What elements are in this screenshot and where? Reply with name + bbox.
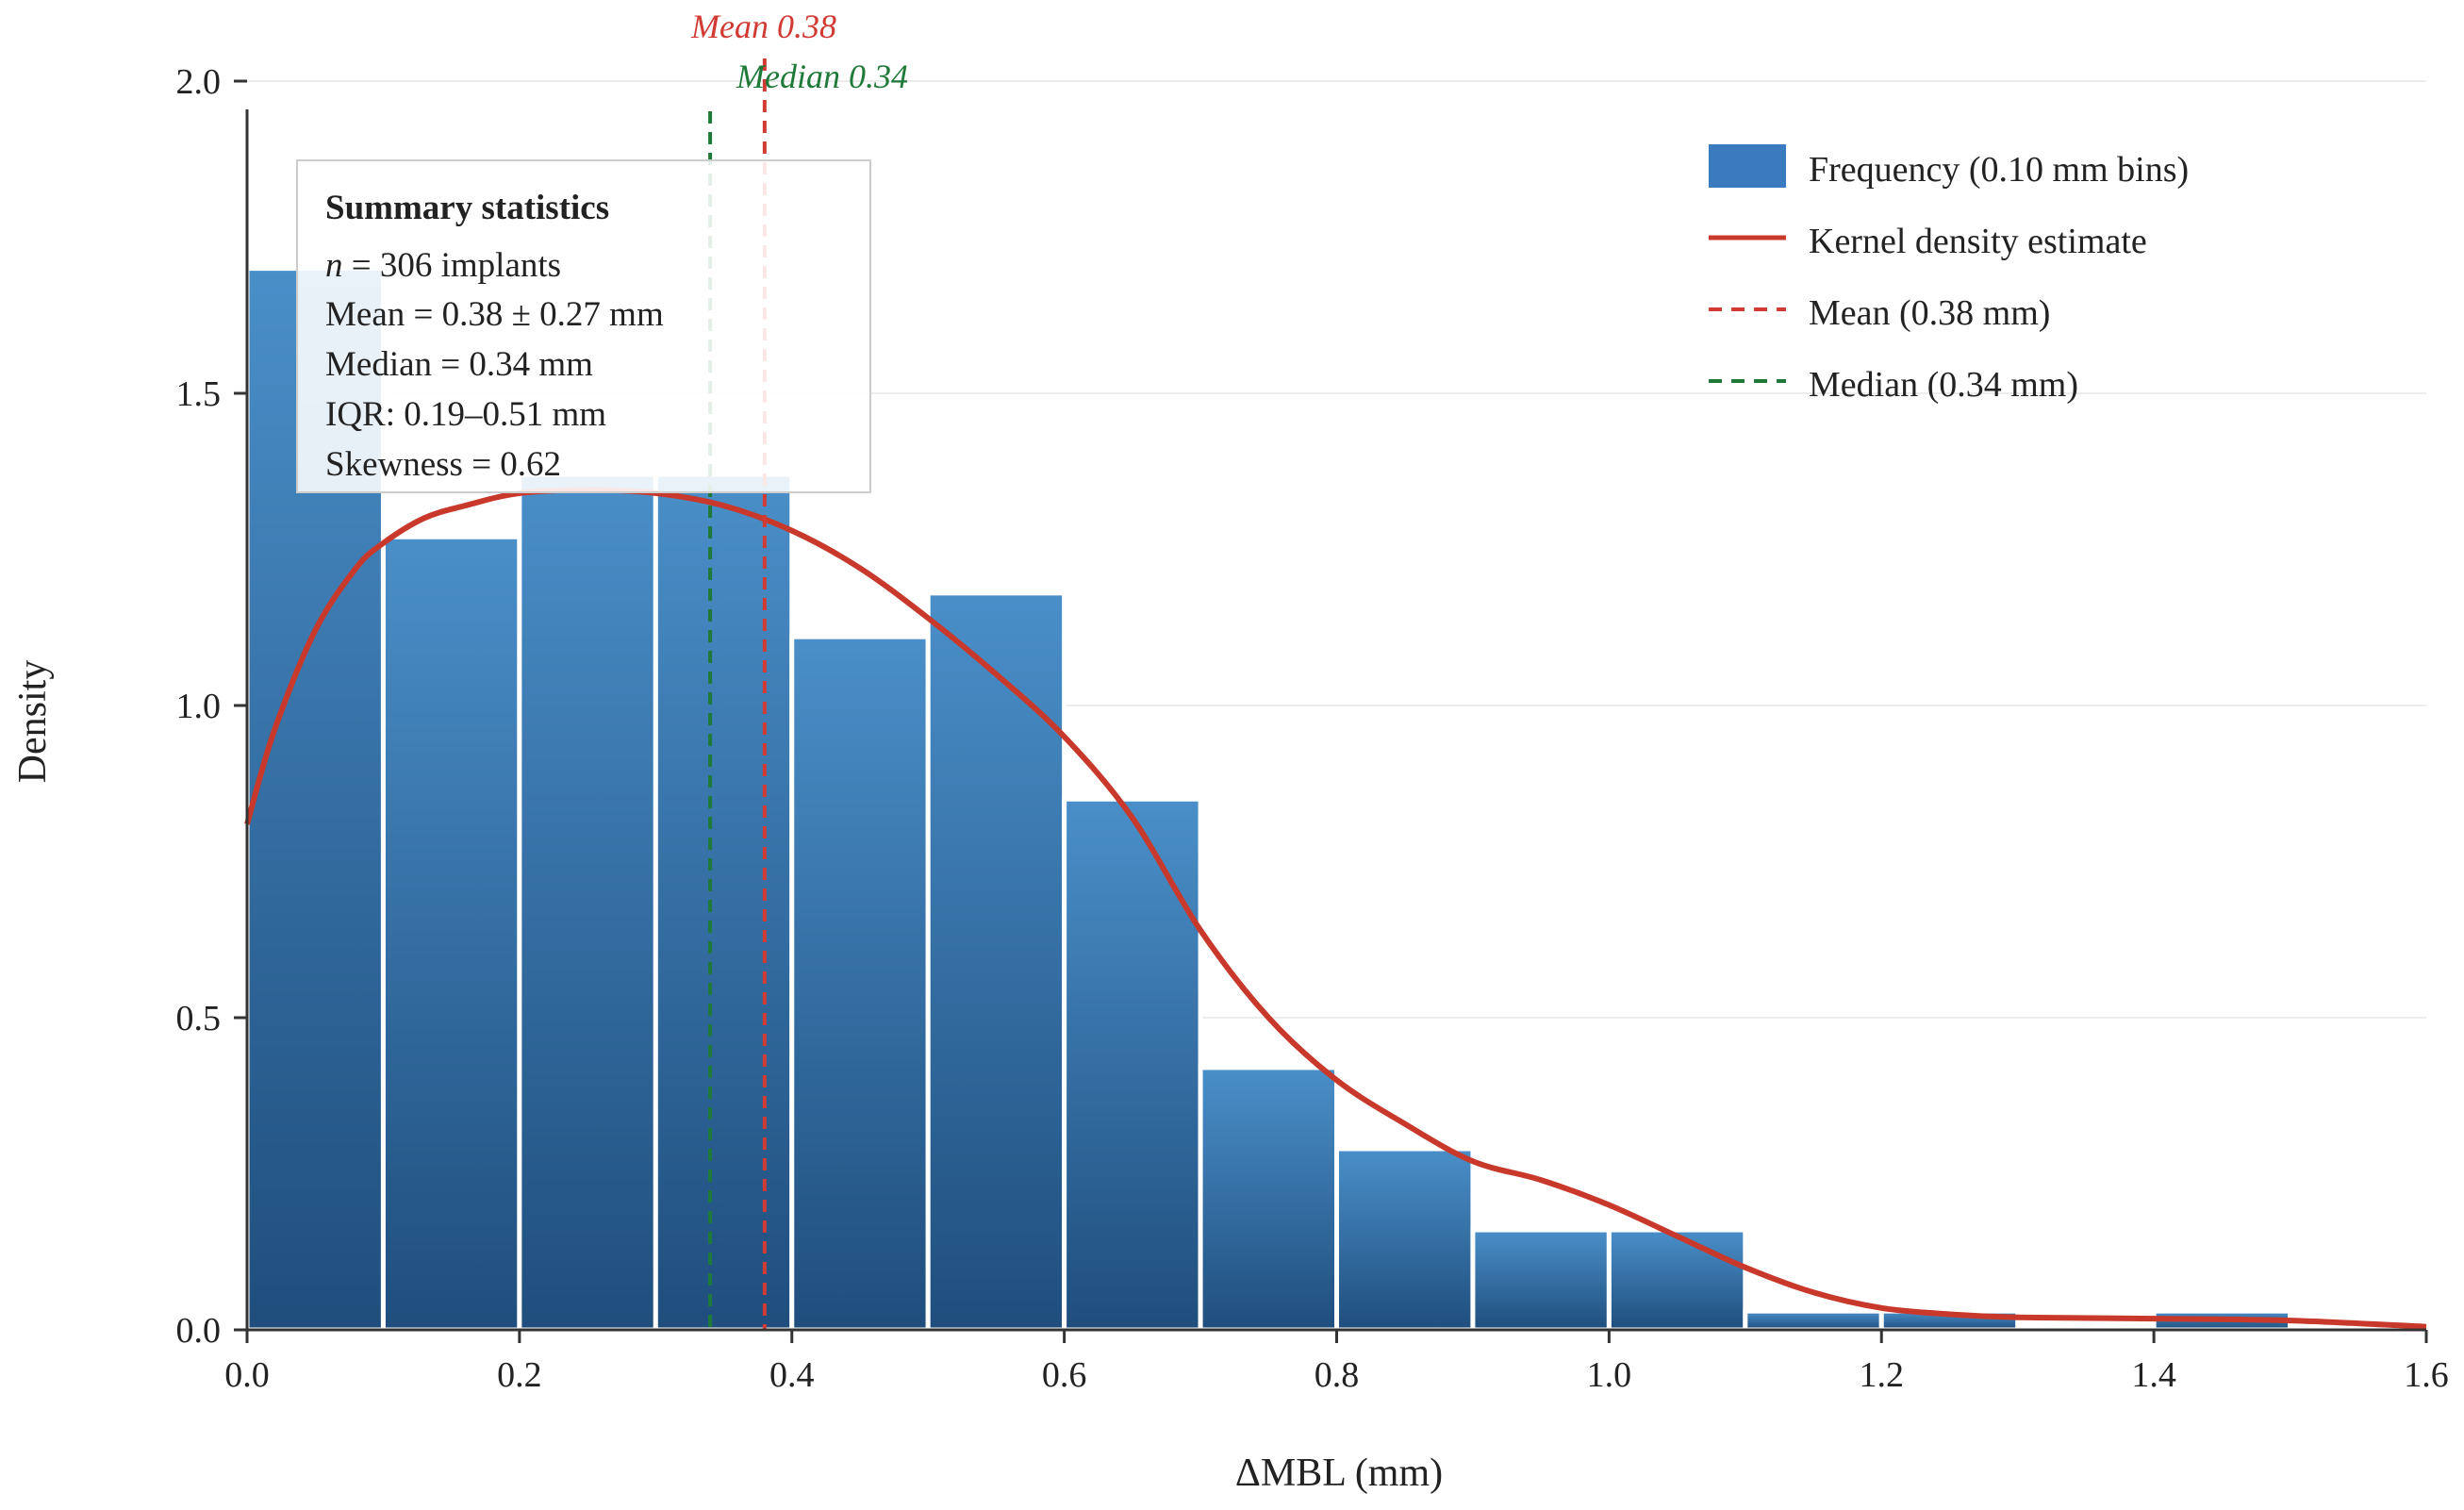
mean-annotation: Mean 0.38 xyxy=(690,8,836,45)
histogram-bar-6 xyxy=(1062,796,1203,1333)
legend: Frequency (0.10 mm bins) Kernel density … xyxy=(1709,144,2189,405)
histogram-bar-4 xyxy=(789,634,931,1333)
x-tick-label-1: 0.2 xyxy=(497,1355,542,1395)
histogram-bar-10 xyxy=(1606,1227,1748,1333)
kde-curve-layer xyxy=(244,487,2427,1330)
histogram-bar-7 xyxy=(1198,1065,1339,1333)
tick-labels: 0.0 0.5 1.0 1.5 2.0 0.0 0.2 0.4 0.6 0.8 1.0 1.2 1.4 1… xyxy=(176,62,2449,1395)
legend-label-frequency: Frequency (0.10 mm bins) xyxy=(1809,150,2189,190)
histogram-bar-2 xyxy=(517,472,658,1333)
histogram-bar-11 xyxy=(1743,1308,1884,1333)
summary-median: Median = 0.34 mm xyxy=(325,345,593,384)
histogram-bar-9 xyxy=(1470,1227,1612,1333)
histogram-bar-5 xyxy=(925,590,1067,1333)
y-tick-label-1: 0.5 xyxy=(176,999,222,1038)
y-tick-label-0: 0.0 xyxy=(176,1311,222,1351)
kde-curve xyxy=(244,487,2427,1330)
summary-mean: Mean = 0.38 ± 0.27 mm xyxy=(325,295,664,334)
summary-statistics-box: Summary statistics n = 306 implants Mean… xyxy=(296,159,871,493)
x-tick-label-7: 1.4 xyxy=(2131,1355,2176,1395)
summary-iqr: IQR: 0.19–0.51 mm xyxy=(325,395,606,434)
y-axis-title: Density xyxy=(11,660,55,784)
x-tick-label-4: 0.8 xyxy=(1315,1355,1360,1395)
legend-label-median: Median (0.34 mm) xyxy=(1809,365,2078,405)
legend-swatch-frequency xyxy=(1709,144,1786,188)
histogram-bar-8 xyxy=(1334,1146,1476,1333)
x-tick-label-3: 0.6 xyxy=(1042,1355,1087,1395)
y-tick-label-2: 1.0 xyxy=(176,687,222,726)
legend-label-kde: Kernel density estimate xyxy=(1809,222,2147,261)
histogram-bar-1 xyxy=(380,534,522,1333)
summary-skewness: Skewness = 0.62 xyxy=(325,445,561,484)
legend-label-mean: Mean (0.38 mm) xyxy=(1809,293,2050,333)
summary-box-background xyxy=(296,159,871,493)
x-tick-label-6: 1.2 xyxy=(1860,1355,1905,1395)
x-tick-label-8: 1.6 xyxy=(2404,1355,2449,1395)
summary-n-text: = 306 implants xyxy=(343,246,562,285)
y-tick-label-4: 2.0 xyxy=(176,62,222,102)
summary-title: Summary statistics xyxy=(325,189,609,227)
x-tick-label-5: 1.0 xyxy=(1587,1355,1632,1395)
median-annotation: Median 0.34 xyxy=(736,58,908,95)
summary-n-symbol: n xyxy=(325,246,343,285)
y-tick-label-3: 1.5 xyxy=(176,374,222,414)
summary-n: n = 306 implants xyxy=(325,246,561,285)
x-tick-label-2: 0.4 xyxy=(769,1355,815,1395)
histogram-bar-3 xyxy=(653,472,795,1333)
x-axis-title: ΔMBL (mm) xyxy=(1235,1452,1443,1495)
x-tick-label-0: 0.0 xyxy=(224,1355,270,1395)
